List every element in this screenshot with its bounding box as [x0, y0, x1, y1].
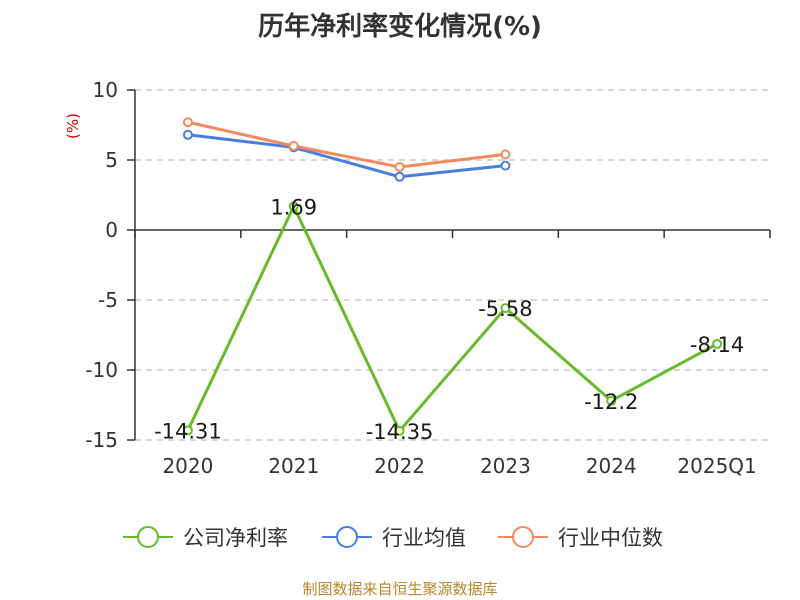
data-label: -8.14 — [690, 333, 744, 357]
data-point — [182, 129, 193, 140]
data-point — [712, 338, 723, 349]
data-point — [500, 160, 511, 171]
x-tick-label: 2024 — [586, 454, 637, 478]
data-point — [288, 141, 299, 151]
y-axis-unit-label: (%) — [64, 113, 82, 139]
chart-title: 历年净利率变化情况(%) — [258, 12, 542, 42]
y-tick-label: 0 — [105, 218, 118, 242]
source-note: 制图数据来自恒生聚源数据库 — [302, 580, 498, 598]
data-label: 1.69 — [270, 195, 317, 219]
series-line — [187, 133, 506, 179]
data-label: -5.58 — [478, 297, 532, 321]
data-point — [182, 425, 193, 436]
data-point — [500, 149, 511, 160]
y-tick-label: -10 — [85, 358, 118, 382]
legend-label: 行业均值 — [382, 526, 466, 550]
series-line — [187, 120, 506, 169]
data-point — [394, 171, 405, 182]
data-point — [288, 201, 299, 212]
x-tick-label: 2025Q1 — [677, 454, 756, 478]
data-point — [394, 425, 405, 436]
legend-label: 公司净利率 — [183, 526, 288, 550]
legend-marker — [137, 526, 159, 548]
y-tick-label: -5 — [98, 288, 118, 312]
legend-marker — [336, 526, 358, 548]
data-point — [182, 117, 193, 128]
series-line — [186, 204, 718, 433]
y-tick-label: 5 — [105, 148, 118, 172]
data-point — [394, 162, 405, 172]
data-point — [500, 303, 511, 314]
y-tick-label: -15 — [85, 428, 118, 452]
legend-label: 行业中位数 — [558, 526, 663, 550]
legend-marker — [512, 526, 534, 548]
data-label: -14.31 — [154, 419, 222, 443]
x-tick-label: 2023 — [480, 454, 531, 478]
x-tick-label: 2020 — [162, 454, 213, 478]
x-tick-label: 2022 — [374, 454, 425, 478]
data-point — [606, 395, 617, 406]
y-tick-label: 10 — [93, 78, 118, 102]
x-tick-label: 2021 — [268, 454, 319, 478]
data-label: -14.35 — [366, 420, 434, 444]
data-label: -12.2 — [584, 390, 638, 414]
